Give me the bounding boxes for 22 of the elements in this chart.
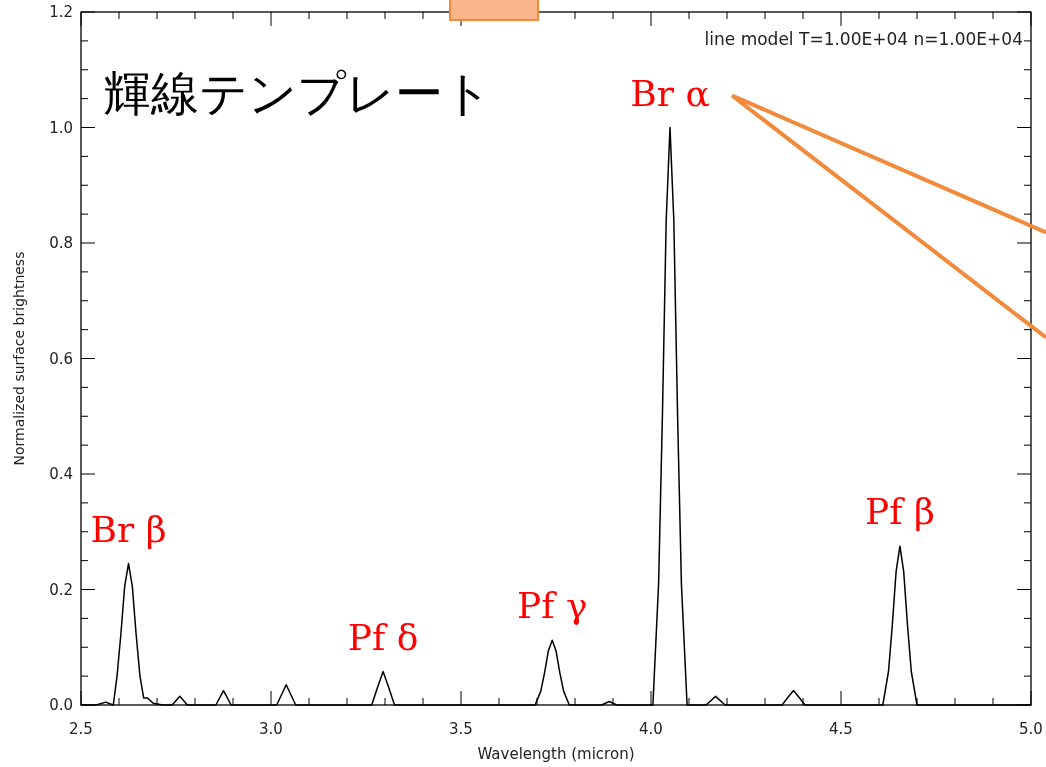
annotation: Br α	[630, 72, 710, 114]
y-tick-label: 0.4	[49, 465, 73, 483]
annotation: Pf γ	[516, 585, 588, 627]
annotation: line model T=1.00E+04 n=1.00E+04	[704, 29, 1023, 49]
annotation: Pf β	[864, 491, 935, 533]
text: 輝線テンプレート	[103, 65, 492, 121]
y-tick-label: 0.0	[49, 696, 73, 714]
y-tick-label: 0.8	[49, 234, 73, 252]
x-tick-label: 3.0	[259, 720, 283, 738]
y-tick-label: 1.2	[49, 3, 73, 21]
y-tick-label: 0.6	[49, 349, 73, 368]
annotation: Br β	[90, 508, 167, 550]
x-tick-label: 4.0	[639, 720, 663, 738]
x-axis-title: Wavelength (micron)	[477, 745, 635, 763]
x-tick-label: 4.5	[829, 720, 853, 738]
x-tick-label: 3.5	[449, 720, 473, 738]
y-tick-label: 1.0	[49, 118, 73, 137]
y-axis-title: Normalized surface brightness	[11, 251, 27, 466]
x-tick-label: 2.5	[69, 720, 93, 738]
x-tick-label: 5.0	[1019, 720, 1043, 738]
annotation: Pf δ	[347, 616, 419, 658]
y-tick-label: 0.2	[49, 580, 73, 599]
